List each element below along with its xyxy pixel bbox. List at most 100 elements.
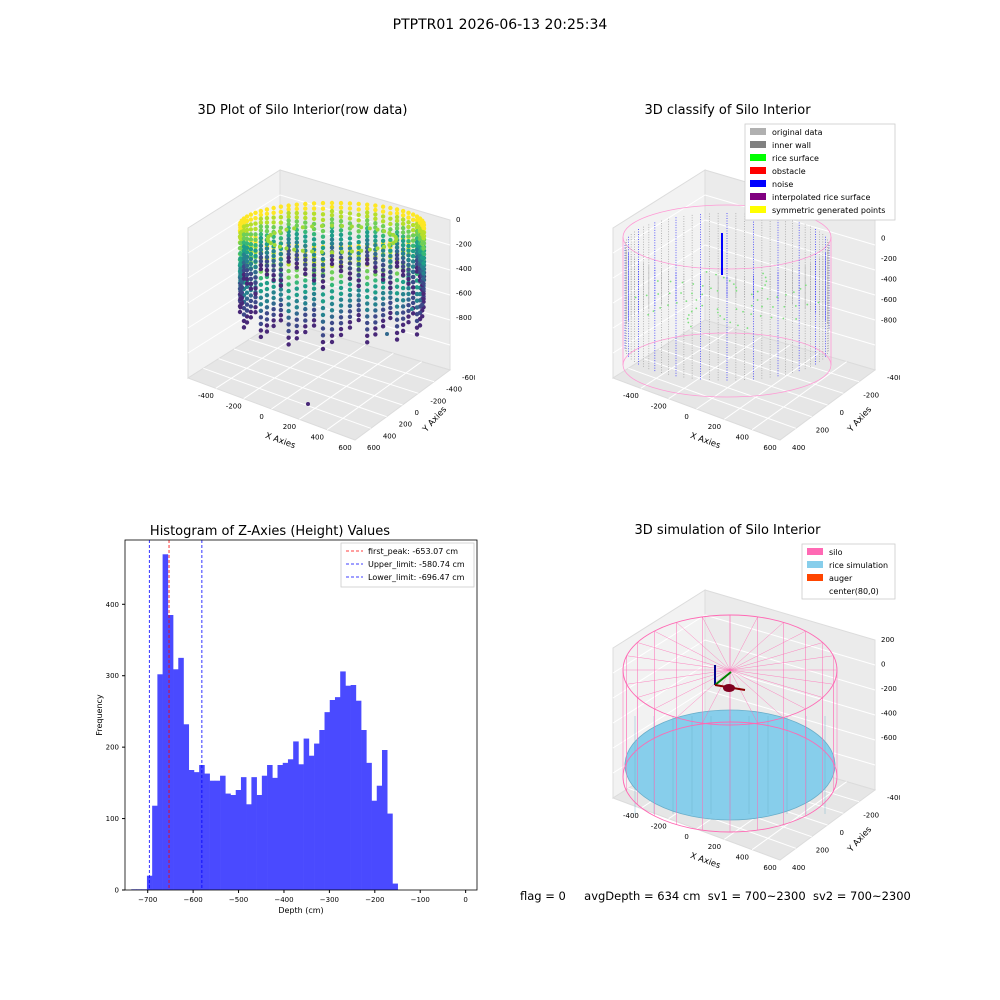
x-axis-label: Depth (cm) [278,906,323,915]
z-tick-label: -200 [881,685,897,693]
data-point [365,314,370,319]
data-point [258,321,264,327]
data-point [329,333,335,338]
data-point [394,218,400,224]
data-point [365,253,370,259]
data-point [303,220,308,225]
data-point [329,241,335,246]
data-point [356,229,361,234]
data-point [394,214,400,220]
data-point [365,237,370,243]
data-point [347,325,353,330]
data-point [294,274,299,279]
rice-surface-point [701,293,704,296]
data-point [329,217,335,222]
data-point [329,257,335,263]
data-point [311,237,317,242]
histogram-bar [293,741,299,890]
data-point [303,262,308,267]
data-point [356,218,361,223]
grid-line [704,664,876,716]
data-point [303,329,308,335]
data-point [241,305,247,311]
data-point [294,292,299,298]
data-point [400,225,406,231]
data-point [380,301,386,307]
data-point [347,298,353,303]
histogram-bar [371,800,378,890]
data-point [365,214,370,219]
data-point [241,252,247,257]
data-point [347,201,353,206]
data-point [303,215,308,221]
histogram-bar [392,883,398,890]
data-point [258,262,264,268]
data-point [365,206,370,211]
data-point [253,253,258,259]
rice-surface-point [759,315,762,317]
data-point [294,240,299,245]
y-tick-label: 400 [792,864,805,872]
data-point [365,327,370,332]
data-point [278,287,284,292]
data-point [248,246,254,252]
x-axis-label: X Axies [689,851,722,871]
data-point [394,211,400,216]
legend-label: inner wall [772,141,811,150]
legend-label: center(80,0) [829,587,879,596]
legend-label: original data [772,128,823,137]
data-point [239,295,244,301]
data-point [320,234,326,239]
histogram-bar [282,762,289,890]
legend: original data inner wall rice surface obsta… [744,123,896,221]
histogram-title: Histogram of Z-Axies (Height) Values [149,524,391,539]
data-point [410,243,416,249]
y-tick-label: 300 [106,672,119,680]
pane-floor [611,319,877,441]
data-point [394,245,400,250]
data-point [338,209,344,215]
data-point [329,327,335,332]
x-tick-label: -400 [198,392,214,400]
data-point [277,244,282,249]
data-point [320,326,326,331]
histogram-bar [152,805,158,890]
data-point [394,337,400,342]
histogram-bar [188,770,195,890]
data-point [373,207,378,213]
data-point [272,231,277,236]
data-point [380,318,386,323]
data-point [373,212,378,217]
grid-line [187,269,281,329]
y-axis-label: Y Axies [845,824,874,855]
rice-surface-point [634,296,637,299]
data-point [239,301,244,306]
data-point [373,284,378,289]
histogram-bar [324,712,331,890]
data-point [365,301,370,306]
rice-surface-point [652,310,655,313]
data-point [373,242,378,248]
x-tick-label: 200 [283,423,296,431]
data-point [264,323,270,328]
rice-surface-point [668,292,671,295]
data-point [373,326,378,331]
rice-surface-point [687,321,690,324]
data-point [406,257,411,263]
data-point [286,275,291,280]
legend-label: auger [829,574,853,583]
data-point [311,211,317,216]
data-point [286,282,291,287]
rice-surface-point [750,313,753,315]
rice-surface-point [681,281,684,284]
data-point [338,320,344,326]
legend-frame [340,542,475,588]
data-point [365,288,370,293]
data-point [394,317,400,322]
data-point [373,332,378,337]
panel-title: 3D classify of Silo Interior [644,103,811,118]
x-tick-label: 600 [763,444,776,452]
histogram-bar [246,804,252,890]
data-point [356,267,361,272]
data-point [365,268,370,274]
